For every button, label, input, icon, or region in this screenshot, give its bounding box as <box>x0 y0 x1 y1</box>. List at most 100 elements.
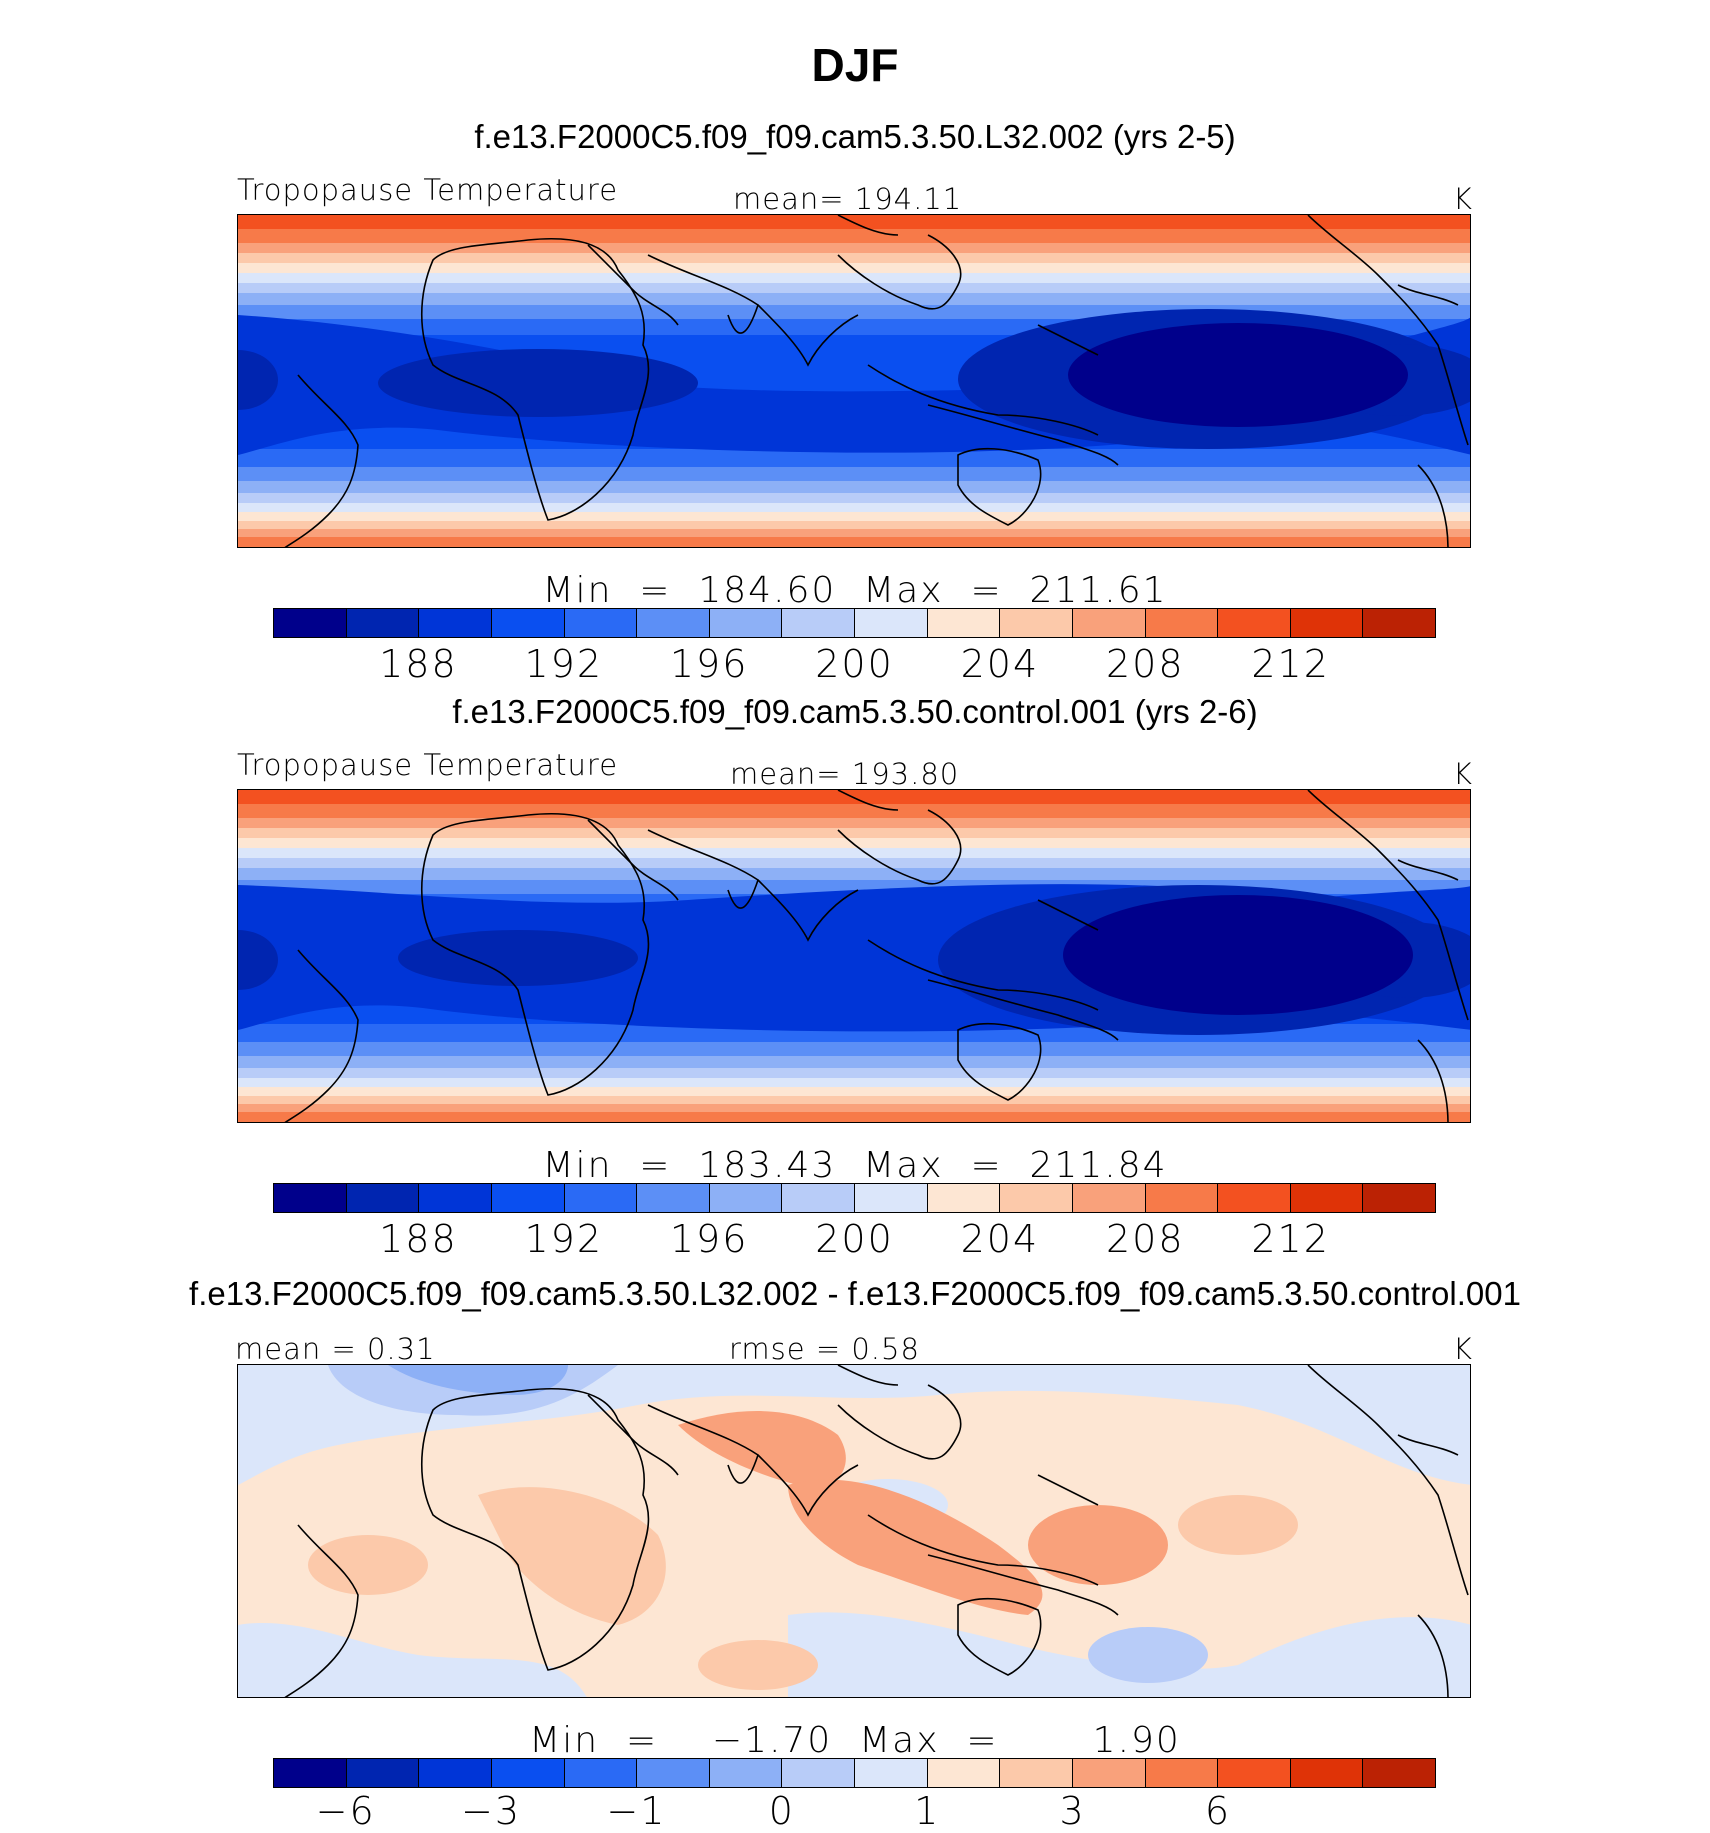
colorbar-swatch <box>564 1759 638 1787</box>
colorbar-swatch <box>1218 1759 1291 1787</box>
colorbar-tick-label: 188 <box>379 642 458 686</box>
colorbar-swatch <box>855 609 928 637</box>
panel1-case-title: f.e13.F2000C5.f09_f09.cam5.3.50.L32.002 … <box>474 118 1236 155</box>
panel1-variable-label: Tropopause Temperature <box>237 173 619 207</box>
colorbar-swatch <box>709 1759 783 1787</box>
panel2-case-title: f.e13.F2000C5.f09_f09.cam5.3.50.control.… <box>452 693 1258 730</box>
panel2-mean-label: mean= 193.80 <box>730 757 960 791</box>
panel2-colorbar <box>273 1183 1436 1213</box>
colorbar-swatch <box>346 1759 420 1787</box>
colorbar-swatch <box>1145 1184 1219 1212</box>
panel2-map <box>237 789 1471 1123</box>
colorbar-swatch <box>1145 1759 1219 1787</box>
colorbar-tick-label: 1 <box>914 1789 941 1833</box>
colorbar-swatch <box>1363 1759 1435 1787</box>
colorbar-swatch <box>491 1184 565 1212</box>
colorbar-tick-label: 3 <box>1059 1789 1086 1833</box>
panel3-map <box>237 1364 1471 1698</box>
colorbar-swatch <box>419 1759 492 1787</box>
colorbar-swatch <box>927 1759 1001 1787</box>
panel1-coastlines <box>284 215 1469 547</box>
panel1-min-max: Min = 184.60 Max = 211.61 <box>542 570 1168 611</box>
colorbar-tick-label: 212 <box>1251 642 1330 686</box>
panel2-temperature-bands <box>238 790 1470 1122</box>
panel1-mean-label: mean= 194.11 <box>733 182 963 216</box>
colorbar-swatch <box>346 609 420 637</box>
colorbar-swatch <box>1072 1184 1146 1212</box>
colorbar-swatch <box>1363 1184 1435 1212</box>
colorbar-swatch <box>274 1184 347 1212</box>
colorbar-swatch <box>637 1184 710 1212</box>
panel1-colorbar <box>273 608 1436 638</box>
colorbar-tick-label: 204 <box>960 642 1040 686</box>
colorbar-swatch <box>346 1184 420 1212</box>
panel3-colorbar <box>273 1758 1436 1788</box>
figure-title: DJF <box>811 39 899 91</box>
colorbar-swatch <box>1290 609 1364 637</box>
colorbar-swatch <box>491 1759 565 1787</box>
colorbar-tick-label: 196 <box>669 642 749 686</box>
colorbar-swatch <box>637 1759 710 1787</box>
colorbar-swatch <box>1000 1184 1073 1212</box>
colorbar-swatch <box>1000 1759 1073 1787</box>
colorbar-tick-label: −1 <box>606 1789 667 1833</box>
panel1-colorbar-ticks: 188 192 196 200 204 208 212 <box>273 642 1436 686</box>
colorbar-tick-label: 208 <box>1105 642 1185 686</box>
colorbar-tick-label: 196 <box>669 1217 749 1261</box>
colorbar-tick-label: 6 <box>1204 1789 1232 1833</box>
colorbar-swatch <box>1218 1184 1291 1212</box>
panel3-rmse-label: rmse = 0.58 <box>729 1332 920 1366</box>
colorbar-swatch <box>274 1759 347 1787</box>
panel2-units-label: K <box>1453 757 1474 791</box>
panel3-case-title: f.e13.F2000C5.f09_f09.cam5.3.50.L32.002 … <box>189 1275 1521 1312</box>
colorbar-tick-label: −6 <box>315 1789 376 1833</box>
colorbar-swatch <box>1072 609 1146 637</box>
colorbar-tick-label: 192 <box>524 642 604 686</box>
colorbar-swatch <box>564 1184 638 1212</box>
panel2-coastlines <box>284 790 1469 1122</box>
colorbar-swatch <box>419 1184 492 1212</box>
colorbar-tick-label: 200 <box>815 1217 894 1261</box>
colorbar-tick-label: 0 <box>768 1789 795 1833</box>
colorbar-swatch <box>1290 1759 1364 1787</box>
colorbar-swatch <box>855 1759 928 1787</box>
colorbar-swatch <box>782 609 855 637</box>
panel1-map <box>237 214 1471 548</box>
colorbar-tick-label: 212 <box>1251 1217 1330 1261</box>
panel1-temperature-bands <box>238 215 1470 547</box>
colorbar-swatch <box>782 1184 855 1212</box>
colorbar-swatch <box>1000 609 1073 637</box>
panel3-min-max: Min = −1.70 Max = 1.90 <box>529 1720 1181 1761</box>
colorbar-swatch <box>637 609 710 637</box>
colorbar-swatch <box>419 609 492 637</box>
panel2-min-max: Min = 183.43 Max = 211.84 <box>542 1145 1168 1186</box>
colorbar-swatch <box>927 609 1001 637</box>
colorbar-tick-label: −3 <box>461 1789 522 1833</box>
colorbar-swatch <box>1218 609 1291 637</box>
colorbar-swatch <box>1145 609 1219 637</box>
colorbar-swatch <box>564 609 638 637</box>
colorbar-swatch <box>927 1184 1001 1212</box>
colorbar-swatch <box>1290 1184 1364 1212</box>
colorbar-tick-label: 208 <box>1105 1217 1185 1261</box>
panel2-colorbar-ticks: 188 192 196 200 204 208 212 <box>273 1217 1436 1261</box>
panel2-variable-label: Tropopause Temperature <box>237 748 619 782</box>
colorbar-swatch <box>782 1759 855 1787</box>
colorbar-tick-label: 188 <box>379 1217 458 1261</box>
colorbar-swatch <box>491 609 565 637</box>
panel3-colorbar-ticks: −6 −3 −1 0 1 3 6 <box>273 1789 1436 1833</box>
panel3-mean-label: mean = 0.31 <box>235 1332 436 1366</box>
colorbar-tick-label: 200 <box>815 642 894 686</box>
panel3-coastlines <box>284 1365 1469 1697</box>
colorbar-swatch <box>1363 609 1435 637</box>
colorbar-swatch <box>274 609 347 637</box>
colorbar-swatch <box>709 609 783 637</box>
colorbar-tick-label: 204 <box>960 1217 1040 1261</box>
panel3-units-label: K <box>1453 1332 1474 1366</box>
panel3-difference-field <box>238 1365 1470 1697</box>
colorbar-tick-label: 192 <box>524 1217 604 1261</box>
colorbar-swatch <box>709 1184 783 1212</box>
panel1-units-label: K <box>1453 182 1474 216</box>
colorbar-swatch <box>855 1184 928 1212</box>
colorbar-swatch <box>1072 1759 1146 1787</box>
